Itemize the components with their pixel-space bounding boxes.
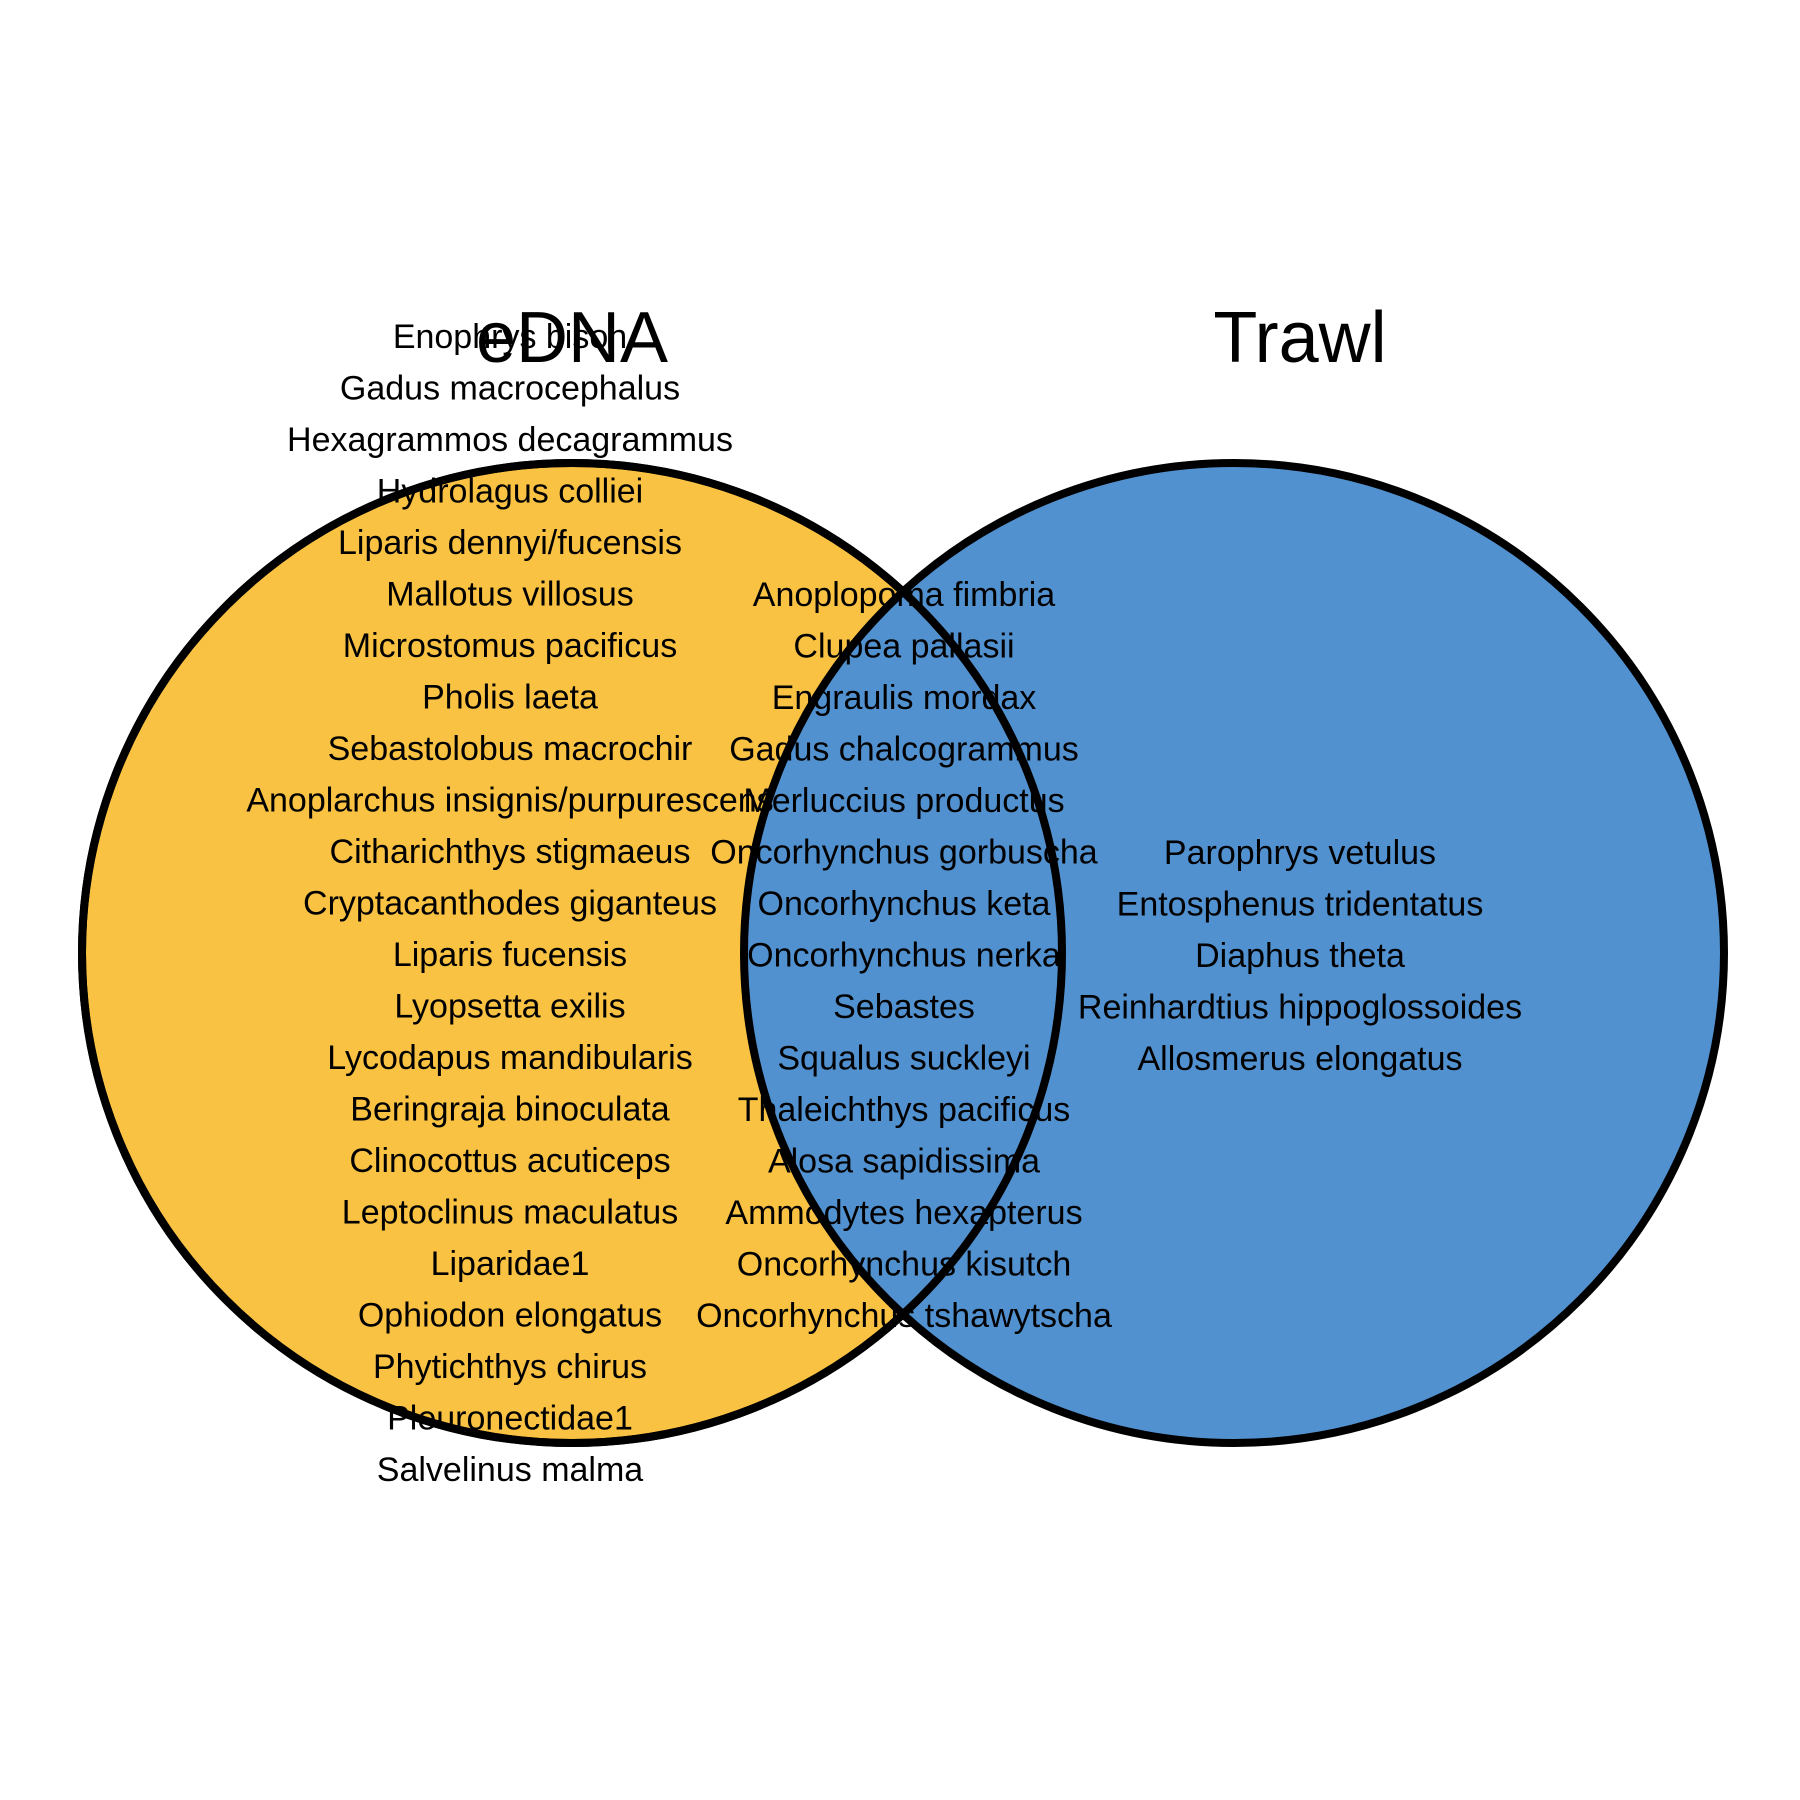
species-label: Oncorhynchus kisutch (737, 1246, 1072, 1284)
species-label: Microstomus pacificus (343, 627, 677, 665)
species-label: Pleuronectidae1 (387, 1400, 633, 1438)
trawl-only-species: Parophrys vetulus Entosphenus tridentatus… (1078, 834, 1522, 1078)
species-label: Hydrolagus colliei (377, 473, 643, 511)
species-label: Clupea pallasii (793, 628, 1014, 666)
species-label: Hexagrammos decagrammus (287, 421, 733, 459)
species-label: Engraulis mordax (772, 679, 1037, 717)
species-label: Anoplopoma fimbria (753, 576, 1055, 614)
species-label: Pholis laeta (422, 679, 598, 717)
species-label: Allosmerus elongatus (1137, 1040, 1462, 1078)
species-label: Entosphenus tridentatus (1117, 886, 1484, 924)
species-label: Squalus suckleyi (777, 1040, 1030, 1078)
species-label: Anoplarchus insignis/purpurescens (246, 782, 773, 820)
edna-circle-outline (78, 459, 1066, 1447)
species-label: Ammodytes hexapterus (725, 1194, 1082, 1232)
species-label: Lycodapus mandibularis (327, 1039, 692, 1077)
species-label: Salvelinus malma (377, 1451, 644, 1489)
species-label: Diaphus theta (1195, 937, 1405, 975)
species-label: Oncorhynchus nerka (747, 937, 1061, 975)
species-label: Lyopsetta exilis (394, 988, 625, 1026)
trawl-circle (740, 459, 1728, 1447)
edna-title: eDNA (476, 298, 668, 378)
species-label: Cryptacanthodes giganteus (303, 885, 717, 923)
species-label: Citharichthys stigmaeus (330, 833, 691, 871)
species-label: Liparidae1 (431, 1245, 590, 1283)
species-label: Mallotus villosus (386, 576, 634, 614)
species-label: Thaleichthys pacificus (738, 1091, 1071, 1129)
species-label: Beringraja binoculata (350, 1091, 670, 1129)
species-label: Enophrys bison (393, 318, 627, 356)
species-label: Liparis dennyi/fucensis (338, 524, 682, 562)
species-label: Ophiodon elongatus (358, 1297, 662, 1335)
species-label: Parophrys vetulus (1164, 834, 1436, 872)
shared-species: Anoplopoma fimbria Clupea pallasii Engraul… (696, 576, 1112, 1335)
species-label: Sebastolobus macrochir (328, 730, 693, 768)
species-label: Oncorhynchus keta (758, 885, 1051, 923)
species-label: Leptoclinus maculatus (342, 1194, 678, 1232)
species-label: Reinhardtius hippoglossoides (1078, 989, 1522, 1027)
species-label: Liparis fucensis (393, 936, 627, 974)
species-label: Alosa sapidissima (768, 1143, 1040, 1181)
species-label: Merluccius productus (743, 782, 1064, 820)
species-label: Gadus chalcogrammus (729, 731, 1079, 769)
species-label: Clinocottus acuticeps (349, 1142, 670, 1180)
species-label: Phytichthys chirus (373, 1348, 647, 1386)
species-label: Oncorhynchus gorbuscha (710, 834, 1098, 872)
edna-only-species: Enophrys bison Gadus macrocephalus Hexagra… (246, 318, 773, 1489)
species-label: Sebastes (833, 988, 975, 1026)
trawl-title: Trawl (1213, 298, 1386, 378)
species-label: Oncorhynchus tshawytscha (696, 1297, 1112, 1335)
species-label: Gadus macrocephalus (340, 370, 680, 408)
